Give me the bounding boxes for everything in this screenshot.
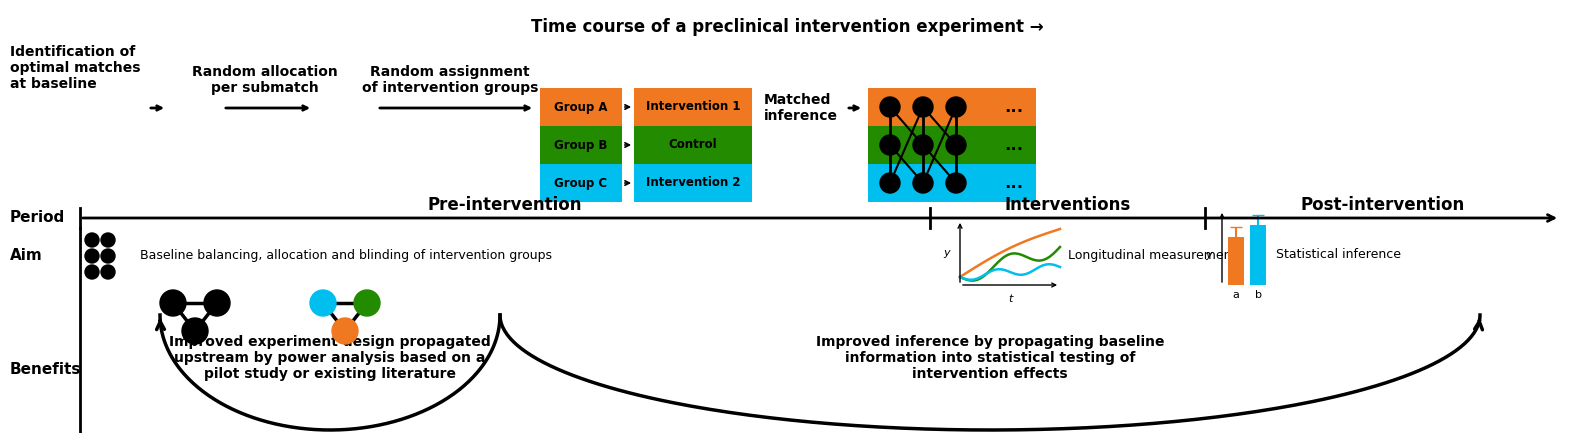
Circle shape	[947, 97, 965, 117]
Text: Baseline balancing, allocation and blinding of intervention groups: Baseline balancing, allocation and blind…	[140, 249, 551, 262]
Text: ...: ...	[1005, 174, 1024, 192]
Text: Group A: Group A	[554, 100, 608, 113]
Text: Group C: Group C	[554, 177, 608, 190]
Text: ...: ...	[1005, 98, 1024, 116]
Circle shape	[947, 135, 965, 155]
Circle shape	[332, 318, 358, 344]
Text: Intervention 2: Intervention 2	[646, 177, 740, 190]
Text: t: t	[1008, 294, 1013, 304]
Text: Pre-intervention: Pre-intervention	[428, 196, 583, 214]
FancyBboxPatch shape	[540, 88, 622, 126]
Circle shape	[913, 135, 932, 155]
Circle shape	[947, 173, 965, 193]
Text: Identification of
optimal matches
at baseline: Identification of optimal matches at bas…	[9, 45, 140, 91]
FancyBboxPatch shape	[635, 88, 751, 126]
Circle shape	[101, 265, 115, 279]
Circle shape	[880, 135, 899, 155]
Text: Matched
inference: Matched inference	[764, 93, 838, 123]
FancyBboxPatch shape	[868, 88, 1036, 126]
FancyBboxPatch shape	[1251, 225, 1266, 285]
Circle shape	[85, 265, 99, 279]
Text: Longitudinal measurements: Longitudinal measurements	[1068, 249, 1243, 262]
FancyBboxPatch shape	[540, 164, 622, 202]
Text: Period: Period	[9, 210, 65, 226]
FancyBboxPatch shape	[540, 126, 622, 164]
Text: Time course of a preclinical intervention experiment →: Time course of a preclinical interventio…	[531, 18, 1043, 36]
FancyBboxPatch shape	[1228, 237, 1244, 285]
Text: Improved experiment design propagated
upstream by power analysis based on a
pilo: Improved experiment design propagated up…	[169, 335, 491, 381]
Circle shape	[161, 290, 186, 316]
Circle shape	[85, 249, 99, 263]
Circle shape	[205, 290, 230, 316]
Circle shape	[354, 290, 380, 316]
Circle shape	[101, 233, 115, 247]
Text: Intervention 1: Intervention 1	[646, 100, 740, 113]
Circle shape	[880, 173, 899, 193]
Text: Post-intervention: Post-intervention	[1301, 196, 1465, 214]
Text: Control: Control	[669, 139, 717, 152]
FancyBboxPatch shape	[635, 126, 751, 164]
Text: Statistical inference: Statistical inference	[1276, 249, 1402, 262]
Text: Benefits: Benefits	[9, 362, 82, 378]
Circle shape	[913, 97, 932, 117]
Circle shape	[101, 249, 115, 263]
Circle shape	[913, 173, 932, 193]
Circle shape	[310, 290, 335, 316]
FancyBboxPatch shape	[868, 164, 1036, 202]
Text: Random allocation
per submatch: Random allocation per submatch	[192, 65, 339, 95]
Text: a: a	[1233, 290, 1240, 300]
Text: Aim: Aim	[9, 248, 43, 262]
Text: ...: ...	[1005, 136, 1024, 154]
Text: y: y	[1205, 250, 1213, 260]
Text: Group B: Group B	[554, 139, 608, 152]
Circle shape	[85, 233, 99, 247]
Text: y: y	[943, 248, 950, 258]
FancyBboxPatch shape	[868, 126, 1036, 164]
Text: Interventions: Interventions	[1005, 196, 1131, 214]
Circle shape	[183, 318, 208, 344]
Circle shape	[880, 97, 899, 117]
Text: Improved inference by propagating baseline
information into statistical testing : Improved inference by propagating baseli…	[816, 335, 1164, 381]
Text: b: b	[1255, 290, 1262, 300]
Text: Random assignment
of intervention groups: Random assignment of intervention groups	[362, 65, 539, 95]
FancyBboxPatch shape	[635, 164, 751, 202]
